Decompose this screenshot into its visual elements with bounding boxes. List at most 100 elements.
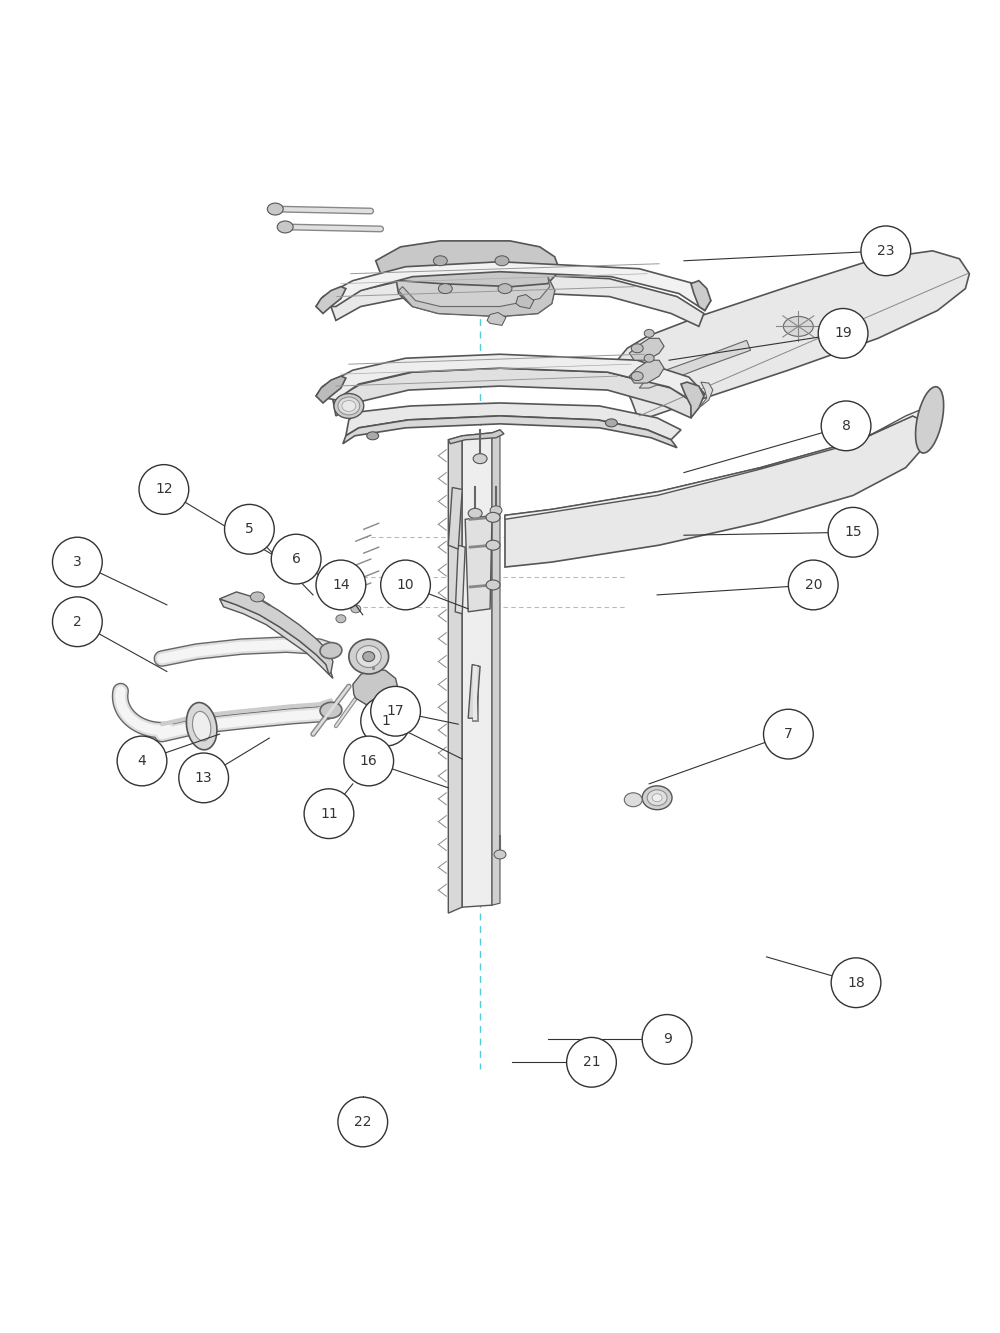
Ellipse shape bbox=[468, 508, 482, 519]
Polygon shape bbox=[376, 241, 560, 287]
Polygon shape bbox=[639, 340, 751, 388]
Text: 16: 16 bbox=[360, 754, 378, 768]
Circle shape bbox=[818, 308, 868, 359]
Text: 14: 14 bbox=[332, 579, 350, 592]
Text: 18: 18 bbox=[847, 976, 865, 989]
Ellipse shape bbox=[320, 643, 342, 659]
Polygon shape bbox=[448, 429, 504, 444]
Ellipse shape bbox=[605, 419, 617, 427]
Ellipse shape bbox=[334, 393, 364, 419]
Polygon shape bbox=[629, 339, 664, 360]
Ellipse shape bbox=[338, 397, 360, 415]
Polygon shape bbox=[617, 251, 969, 425]
Ellipse shape bbox=[250, 592, 264, 603]
Ellipse shape bbox=[642, 786, 672, 809]
Ellipse shape bbox=[495, 256, 509, 265]
Circle shape bbox=[52, 537, 102, 587]
Polygon shape bbox=[629, 360, 664, 383]
Polygon shape bbox=[220, 599, 333, 678]
Ellipse shape bbox=[644, 329, 654, 337]
Circle shape bbox=[381, 560, 430, 609]
Ellipse shape bbox=[644, 355, 654, 363]
Ellipse shape bbox=[320, 702, 342, 718]
Circle shape bbox=[821, 401, 871, 451]
Polygon shape bbox=[316, 261, 711, 311]
Polygon shape bbox=[699, 383, 713, 408]
Ellipse shape bbox=[367, 432, 379, 440]
Ellipse shape bbox=[486, 512, 500, 523]
Text: 2: 2 bbox=[73, 615, 82, 629]
Text: 12: 12 bbox=[155, 483, 173, 496]
Text: 22: 22 bbox=[354, 1114, 372, 1129]
Ellipse shape bbox=[783, 316, 813, 336]
Polygon shape bbox=[681, 383, 704, 417]
Ellipse shape bbox=[433, 256, 447, 265]
Ellipse shape bbox=[473, 453, 487, 464]
Text: 15: 15 bbox=[844, 525, 862, 540]
Text: 8: 8 bbox=[842, 419, 851, 433]
Circle shape bbox=[764, 709, 813, 758]
Ellipse shape bbox=[490, 507, 502, 515]
Circle shape bbox=[225, 504, 274, 555]
Polygon shape bbox=[396, 261, 555, 316]
Ellipse shape bbox=[647, 790, 667, 805]
Circle shape bbox=[117, 736, 167, 786]
Polygon shape bbox=[468, 665, 480, 718]
Ellipse shape bbox=[277, 221, 293, 233]
Polygon shape bbox=[462, 433, 492, 908]
Text: 17: 17 bbox=[387, 704, 404, 718]
Circle shape bbox=[344, 736, 394, 786]
Ellipse shape bbox=[486, 540, 500, 551]
Ellipse shape bbox=[349, 639, 389, 674]
Text: 3: 3 bbox=[73, 555, 82, 569]
Polygon shape bbox=[331, 273, 704, 327]
Text: 10: 10 bbox=[397, 579, 414, 592]
Ellipse shape bbox=[631, 372, 643, 381]
Ellipse shape bbox=[267, 203, 283, 215]
Text: 13: 13 bbox=[195, 770, 212, 785]
Text: 1: 1 bbox=[381, 714, 390, 728]
Ellipse shape bbox=[486, 580, 500, 591]
Circle shape bbox=[828, 508, 878, 557]
Polygon shape bbox=[516, 295, 534, 308]
Circle shape bbox=[371, 686, 420, 736]
Text: 7: 7 bbox=[784, 726, 793, 741]
Circle shape bbox=[52, 597, 102, 647]
Polygon shape bbox=[465, 516, 492, 612]
Polygon shape bbox=[220, 592, 333, 674]
Polygon shape bbox=[492, 429, 500, 905]
Polygon shape bbox=[505, 407, 936, 520]
Polygon shape bbox=[505, 416, 928, 567]
Polygon shape bbox=[316, 376, 346, 403]
Ellipse shape bbox=[351, 605, 361, 613]
Polygon shape bbox=[343, 416, 677, 448]
Polygon shape bbox=[316, 355, 705, 404]
Circle shape bbox=[271, 535, 321, 584]
Text: 9: 9 bbox=[663, 1033, 672, 1046]
Polygon shape bbox=[455, 545, 465, 613]
Ellipse shape bbox=[192, 712, 211, 741]
Polygon shape bbox=[316, 287, 346, 313]
Circle shape bbox=[304, 789, 354, 838]
Polygon shape bbox=[487, 312, 506, 325]
Ellipse shape bbox=[336, 615, 346, 623]
Circle shape bbox=[642, 1014, 692, 1064]
Ellipse shape bbox=[494, 850, 506, 858]
Circle shape bbox=[361, 696, 411, 746]
Polygon shape bbox=[691, 281, 711, 311]
Ellipse shape bbox=[916, 387, 944, 453]
Circle shape bbox=[831, 958, 881, 1008]
Ellipse shape bbox=[498, 284, 512, 293]
Circle shape bbox=[179, 753, 229, 802]
Circle shape bbox=[788, 560, 838, 609]
Polygon shape bbox=[448, 436, 462, 913]
Ellipse shape bbox=[342, 400, 356, 412]
Text: 11: 11 bbox=[320, 806, 338, 821]
Polygon shape bbox=[448, 488, 462, 549]
Polygon shape bbox=[333, 368, 697, 417]
Ellipse shape bbox=[438, 284, 452, 293]
Text: 4: 4 bbox=[138, 754, 146, 768]
Polygon shape bbox=[353, 668, 399, 706]
Ellipse shape bbox=[186, 702, 217, 750]
Ellipse shape bbox=[356, 645, 381, 668]
